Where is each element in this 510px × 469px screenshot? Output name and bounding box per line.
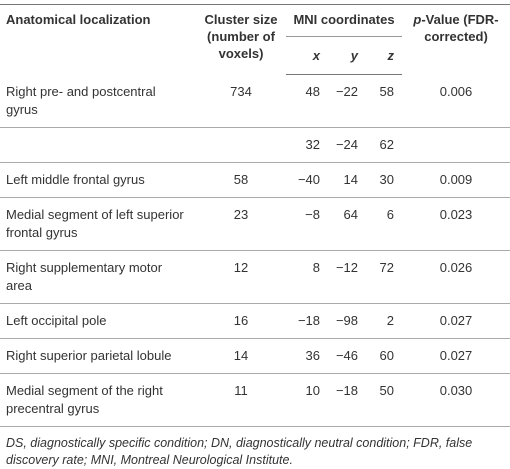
table-cell: Left middle frontal gyrus <box>0 162 196 198</box>
table-cell: 60 <box>366 338 403 374</box>
table-cell: 0.027 <box>402 303 510 339</box>
table-cell: Right superior parietal lobule <box>0 338 196 374</box>
table-cell: 36 <box>286 338 328 374</box>
table-cell: 11 <box>196 373 286 427</box>
table-cell: 12 <box>196 250 286 304</box>
table-cell: 30 <box>366 162 403 198</box>
table-cell: Left occipital pole <box>0 303 196 339</box>
table-cell: −18 <box>328 373 366 427</box>
table-cell: 8 <box>286 250 328 304</box>
table-cell: 58 <box>196 162 286 198</box>
header-cell: p-Value (FDR-corrected) <box>402 4 510 75</box>
table-cell: −24 <box>328 127 366 163</box>
table-row: Left occipital pole 16 −18 −98 2 0.027 <box>0 303 510 339</box>
table-cell: 0.023 <box>402 197 510 251</box>
table-cell: 16 <box>196 303 286 339</box>
page: Anatomical localization Cluster size (nu… <box>0 4 510 467</box>
header-cell: Cluster size (number of voxels) <box>196 4 286 75</box>
header-cell: Anatomical localization <box>0 4 196 75</box>
table-cell: 72 <box>366 250 403 304</box>
table-cell: −18 <box>286 303 328 339</box>
table-cell: 64 <box>328 197 366 251</box>
table-cell: 6 <box>366 197 403 251</box>
table-cell: 23 <box>196 197 286 251</box>
table-cell: 62 <box>366 127 403 163</box>
header-cell: x <box>286 36 328 75</box>
table-cell: 0.026 <box>402 250 510 304</box>
table-row: Medial segment of the right precentral g… <box>0 373 510 427</box>
table-cell: 0.006 <box>402 74 510 128</box>
table-cell: 0.027 <box>402 338 510 374</box>
table-cell <box>196 127 286 163</box>
table-cell: −98 <box>328 303 366 339</box>
table-cell: −8 <box>286 197 328 251</box>
table-row: Right pre- and postcentral gyrus 734 48 −22… <box>0 74 510 128</box>
table-cell <box>402 127 510 163</box>
header-text: -Value (FDR-corrected) <box>421 12 499 44</box>
header-cell: z <box>366 36 403 75</box>
table-cell: −40 <box>286 162 328 198</box>
table-row: Left middle frontal gyrus 58 −40 14 30 0.009 <box>0 162 510 198</box>
table-cell: Medial segment of left superior frontal … <box>0 197 196 251</box>
results-table: Anatomical localization Cluster size (nu… <box>0 4 510 427</box>
table-row: Right supplementary motor area 12 8 −12 72 0.… <box>0 250 510 304</box>
table-body: Right pre- and postcentral gyrus 734 48 −22… <box>0 74 510 427</box>
table-cell: 0.009 <box>402 162 510 198</box>
table-cell: 14 <box>328 162 366 198</box>
table-row: Medial segment of left superior frontal … <box>0 197 510 251</box>
header-cell: MNI coordinates <box>286 4 403 37</box>
table-row: 32 −24 62 <box>0 127 510 163</box>
table-cell: 0.030 <box>402 373 510 427</box>
table-cell: 2 <box>366 303 403 339</box>
table-cell: Right supplementary motor area <box>0 250 196 304</box>
header-text: p <box>413 12 422 27</box>
table-cell: −46 <box>328 338 366 374</box>
table-cell: −22 <box>328 74 366 128</box>
table-cell <box>0 127 196 163</box>
header-cell: y <box>328 36 366 75</box>
table-cell: 734 <box>196 74 286 128</box>
table-cell: Medial segment of the right precentral g… <box>0 373 196 427</box>
table-cell: 48 <box>286 74 328 128</box>
table-cell: Right pre- and postcentral gyrus <box>0 74 196 128</box>
table-row: Right superior parietal lobule 14 36 −46 60 0… <box>0 338 510 374</box>
table-cell: 50 <box>366 373 403 427</box>
table-cell: −12 <box>328 250 366 304</box>
table-cell: 58 <box>366 74 403 128</box>
table-cell: 10 <box>286 373 328 427</box>
table-cell: 14 <box>196 338 286 374</box>
footnote: DS, diagnostically specific condition; D… <box>6 435 473 467</box>
table-cell: 32 <box>286 127 328 163</box>
